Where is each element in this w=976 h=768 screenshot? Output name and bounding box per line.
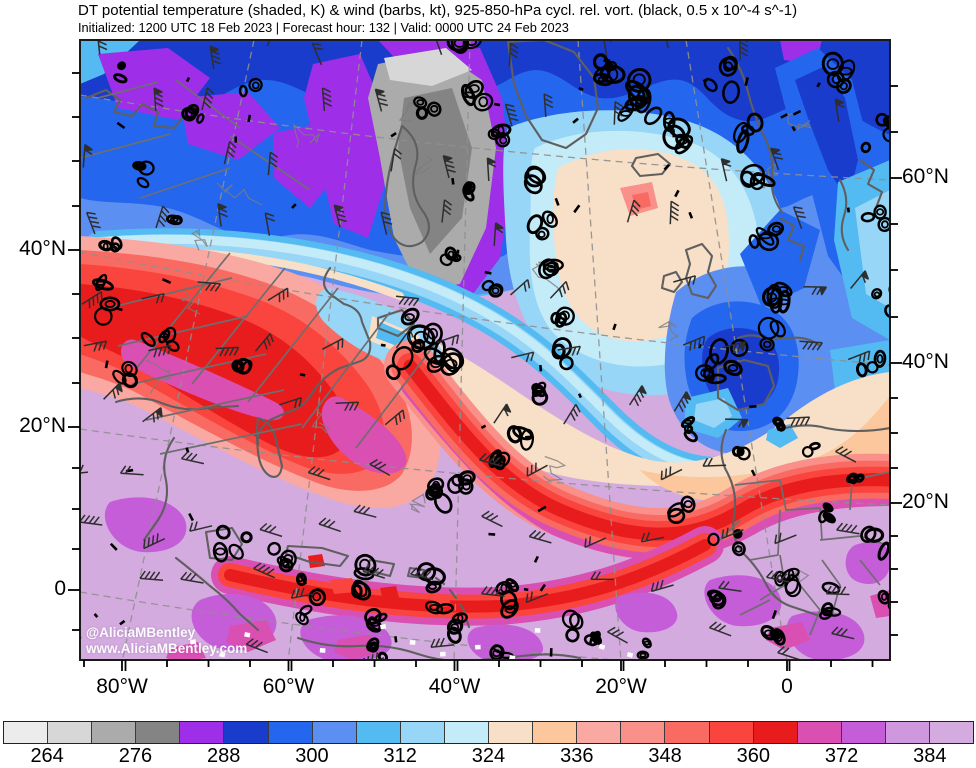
colorbar-tick-label: 264 bbox=[30, 745, 64, 767]
lon-label-bottom: 20°W bbox=[595, 675, 647, 698]
lon-label-bottom: 60°W bbox=[262, 675, 315, 698]
colorbar-tick-label: 324 bbox=[471, 745, 506, 767]
colorbar-cell bbox=[533, 722, 578, 743]
colorbar-tick-label: 276 bbox=[118, 745, 153, 767]
chart-subtitle: Initialized: 1200 UTC 18 Feb 2023 | Fore… bbox=[78, 20, 569, 35]
chart-title: DT potential temperature (shaded, K) & w… bbox=[78, 2, 798, 19]
colorbar-cell bbox=[224, 722, 269, 743]
lat-label-right: 20°N bbox=[902, 490, 949, 513]
colorbar-cell bbox=[92, 722, 137, 743]
lon-label-bottom: 80°W bbox=[96, 675, 148, 698]
colorbar-cell bbox=[577, 722, 622, 743]
watermark-line2: www.AliciaMBentley.com bbox=[86, 641, 248, 656]
colorbar-tick-label: 360 bbox=[736, 745, 770, 767]
colorbar-cell bbox=[885, 722, 930, 743]
lat-label-right: 40°N bbox=[902, 350, 949, 373]
colorbar-tick-label: 384 bbox=[913, 745, 947, 767]
colorbar-tick-label: 372 bbox=[824, 745, 859, 767]
colorbar-tick-label: 336 bbox=[560, 745, 594, 767]
colorbar-cell bbox=[929, 722, 974, 743]
colorbar-cell bbox=[268, 722, 313, 743]
colorbar-cell bbox=[444, 722, 490, 743]
colorbar-cell bbox=[400, 722, 445, 743]
colorbar-cell bbox=[180, 722, 225, 743]
colorbar-cell bbox=[841, 722, 886, 743]
watermark: @AliciaMBentley www.AliciaMBentley.com bbox=[86, 625, 247, 657]
lat-label-right: 60°N bbox=[902, 165, 949, 188]
colorbar-tick-label: 312 bbox=[383, 745, 417, 767]
colorbar-cell bbox=[753, 722, 798, 743]
lat-label-left: 0 bbox=[54, 577, 66, 600]
watermark-line1: @AliciaMBentley bbox=[86, 625, 196, 640]
colorbar-cell bbox=[621, 722, 666, 743]
colorbar-cell bbox=[312, 722, 357, 743]
lat-label-left: 40°N bbox=[19, 237, 66, 260]
colorbar-cell bbox=[489, 722, 534, 743]
colorbar-cell bbox=[4, 722, 49, 743]
colorbar-cell bbox=[797, 722, 842, 743]
colorbar-tick-label: 300 bbox=[295, 745, 329, 767]
lat-label-left: 20°N bbox=[19, 414, 66, 437]
lon-label-bottom: 40°W bbox=[428, 675, 481, 698]
colorbar-cell bbox=[356, 722, 401, 743]
colorbar-cell bbox=[665, 722, 710, 743]
colorbar-tick-label: 288 bbox=[206, 745, 241, 767]
colorbar bbox=[3, 721, 974, 744]
colorbar-cell bbox=[136, 722, 181, 743]
lon-label-bottom: 0 bbox=[781, 675, 793, 698]
colorbar-tick-label: 348 bbox=[648, 745, 682, 767]
colorbar-cell bbox=[709, 722, 754, 743]
colorbar-cell bbox=[48, 722, 93, 743]
